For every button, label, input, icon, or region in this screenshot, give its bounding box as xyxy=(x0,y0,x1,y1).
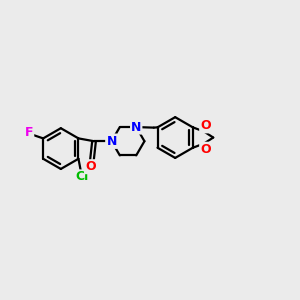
Text: O: O xyxy=(85,160,96,173)
Text: O: O xyxy=(200,143,211,156)
Text: O: O xyxy=(200,119,211,132)
Text: N: N xyxy=(131,121,141,134)
Text: N: N xyxy=(106,135,117,148)
Text: Cl: Cl xyxy=(76,170,89,183)
Text: F: F xyxy=(25,126,33,139)
Text: N: N xyxy=(106,135,117,148)
